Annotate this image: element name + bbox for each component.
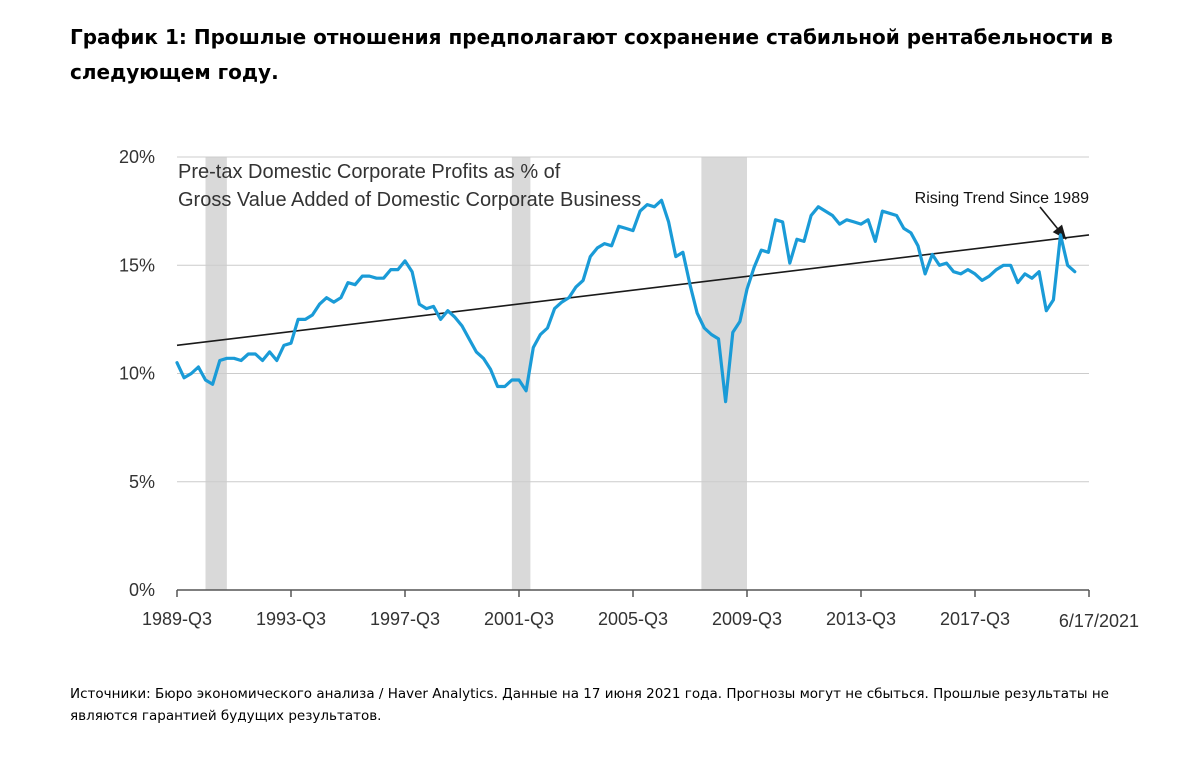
x-tick-labels: 1989-Q3 1993-Q3 1997-Q3 2001-Q3 2005-Q3 2009-… (142, 609, 1010, 629)
x-tick-label: 2017-Q3 (940, 609, 1010, 629)
x-tick-label: 2005-Q3 (598, 609, 668, 629)
y-tick-label: 15% (119, 255, 155, 275)
x-tick-label: 1993-Q3 (256, 609, 326, 629)
series-line-1 (177, 200, 1075, 401)
source-footnote: Источники: Бюро экономического анализа /… (70, 683, 1160, 727)
x-tick-label: 1997-Q3 (370, 609, 440, 629)
y-tick-label: 5% (129, 472, 155, 492)
profits-line-chart: 0% 5% 10% 15% 20% 1989-Q3 1993-Q3 1997-Q3 2001-… (0, 0, 1200, 753)
x-tick-label: 1989-Q3 (142, 609, 212, 629)
chart-annotations: Pre-tax Domestic Corporate Profits as % … (178, 161, 1139, 631)
x-tick-label: 2009-Q3 (712, 609, 782, 629)
chart-title-line-1: Pre-tax Domestic Corporate Profits as % … (178, 161, 561, 183)
chart-date-label: 6/17/2021 (1059, 611, 1139, 631)
x-axis (177, 590, 1089, 597)
trend-line (177, 235, 1089, 345)
y-tick-labels: 0% 5% 10% 15% 20% (119, 147, 155, 600)
x-tick-label: 2013-Q3 (826, 609, 896, 629)
series-group (177, 200, 1075, 401)
y-tick-label: 10% (119, 364, 155, 384)
chart-container: 0% 5% 10% 15% 20% 1989-Q3 1993-Q3 1997-Q3 2001-… (0, 0, 1200, 758)
y-tick-label: 20% (119, 147, 155, 167)
y-tick-label: 0% (129, 580, 155, 600)
chart-title-line-2: Gross Value Added of Domestic Corporate … (178, 189, 641, 211)
x-tick-label: 2001-Q3 (484, 609, 554, 629)
trend-label: Rising Trend Since 1989 (915, 190, 1089, 207)
